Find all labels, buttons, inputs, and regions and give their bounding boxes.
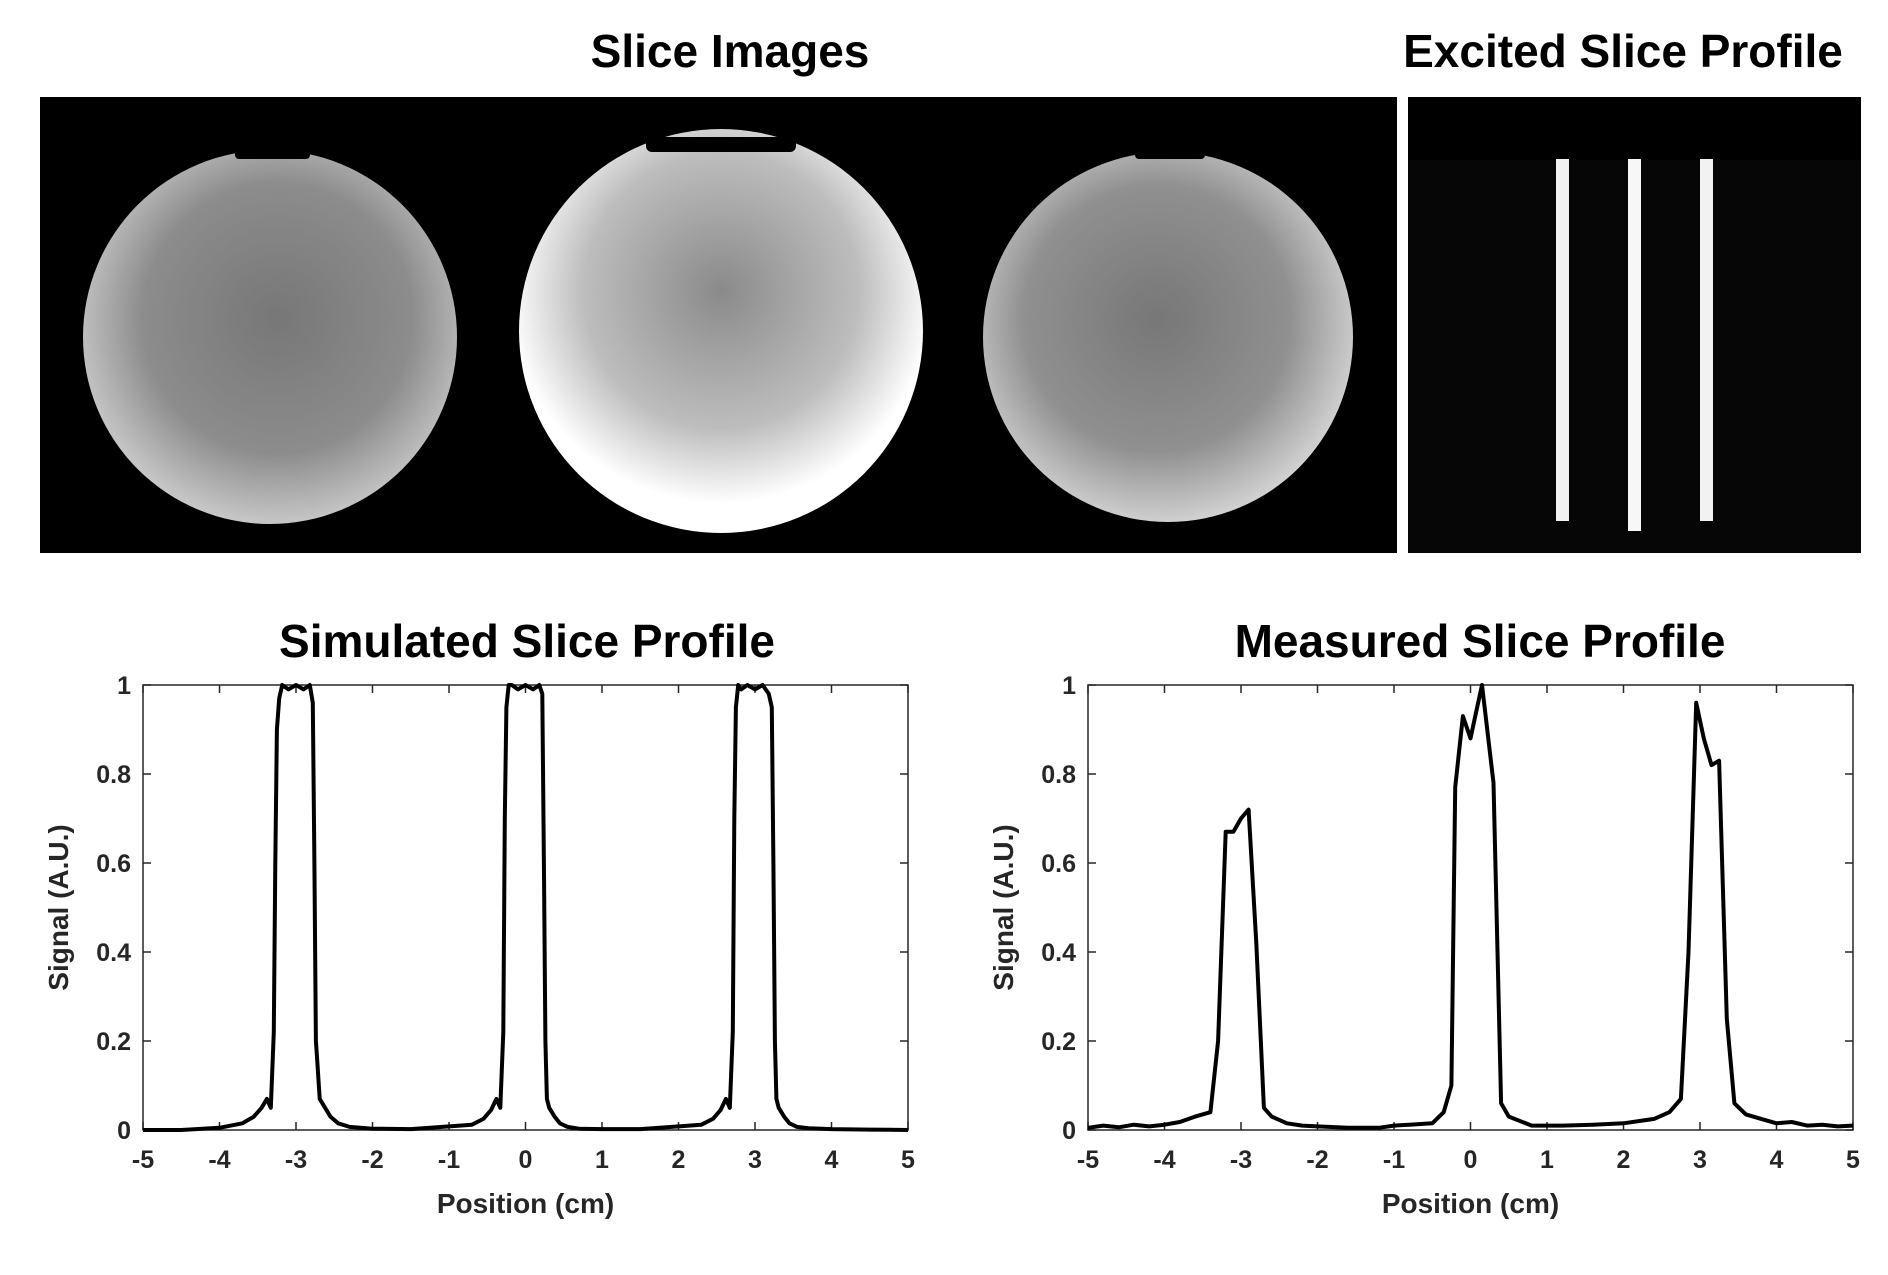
y-tick-label: 0.6 (1041, 850, 1076, 878)
y-tick-label: 0.2 (96, 1028, 131, 1056)
x-tick-label: 0 (1464, 1146, 1478, 1174)
x-tick-label: -5 (1077, 1146, 1099, 1174)
y-tick-label: 0.6 (96, 850, 131, 878)
x-axis-label: Position (cm) (437, 1188, 614, 1219)
slice-image-2 (519, 129, 923, 533)
y-tick-label: 0.8 (1041, 761, 1076, 789)
x-tick-label: 3 (1693, 1146, 1707, 1174)
y-tick-label: 0 (1062, 1117, 1076, 1145)
x-axis-label: Position (cm) (1382, 1188, 1559, 1219)
y-tick-label: 0 (117, 1117, 131, 1145)
slice-images-panel (40, 97, 1397, 553)
excited-band-2 (1628, 159, 1641, 531)
series-line-1 (1087, 683, 1854, 1130)
excited-slice-profile-panel (1408, 97, 1861, 553)
x-tick-label: 2 (672, 1146, 686, 1174)
x-tick-label: -5 (132, 1146, 154, 1174)
y-axis-label: Signal (A.U.) (988, 824, 1019, 990)
slice-image-3 (983, 152, 1353, 522)
x-tick-label: -3 (285, 1146, 307, 1174)
x-tick-label: 0 (519, 1146, 533, 1174)
y-tick-label: 0.4 (96, 939, 131, 967)
y-tick-label: 1 (1062, 672, 1076, 700)
slice-images-graphic (40, 97, 1397, 553)
series-line-1 (143, 683, 909, 1132)
x-tick-label: 5 (901, 1146, 915, 1174)
excited-band-1 (1556, 159, 1569, 521)
x-tick-label: 1 (1540, 1146, 1554, 1174)
excited-slice-profile-title: Excited Slice Profile (1403, 25, 1843, 77)
x-tick-label: 1 (595, 1146, 609, 1174)
x-tick-label: 4 (825, 1146, 839, 1174)
slice-image-1 (83, 150, 457, 524)
simulated-slice-profile-title: Simulated Slice Profile (279, 615, 775, 667)
slice-images-title: Slice Images (590, 25, 870, 77)
measured-slice-profile-title: Measured Slice Profile (1234, 615, 1726, 667)
x-tick-label: -2 (361, 1146, 383, 1174)
y-tick-label: 0.4 (1041, 939, 1076, 967)
x-tick-label: -3 (1230, 1146, 1252, 1174)
x-tick-label: -1 (438, 1146, 460, 1174)
x-tick-label: 5 (1846, 1146, 1860, 1174)
simulated-slice-profile-chart: -5 -4 -3 -2 -1 0 1 2 3 4 5 0 0.2 0.4 0.6 0.8 1 Position (… (43, 672, 915, 1219)
y-tick-label: 1 (117, 672, 131, 700)
x-tick-label: -2 (1306, 1146, 1328, 1174)
x-tick-label: 3 (748, 1146, 762, 1174)
excited-band-3 (1700, 159, 1713, 521)
y-tick-label: 0.8 (96, 761, 131, 789)
x-tick-label: -1 (1383, 1146, 1405, 1174)
x-tick-label: -4 (208, 1146, 230, 1174)
measured-slice-profile-chart: -5 -4 -3 -2 -1 0 1 2 3 4 5 0 0.2 0.4 0.6 0.8 1 Position (… (988, 672, 1860, 1219)
x-tick-label: -4 (1153, 1146, 1175, 1174)
x-tick-label: 4 (1770, 1146, 1784, 1174)
excited-slice-profile-graphic (1408, 97, 1861, 553)
y-tick-label: 0.2 (1041, 1028, 1076, 1056)
plot-area (142, 684, 909, 1131)
plot-area (1087, 684, 1854, 1131)
y-axis-label: Signal (A.U.) (43, 824, 74, 990)
x-tick-label: 2 (1617, 1146, 1631, 1174)
